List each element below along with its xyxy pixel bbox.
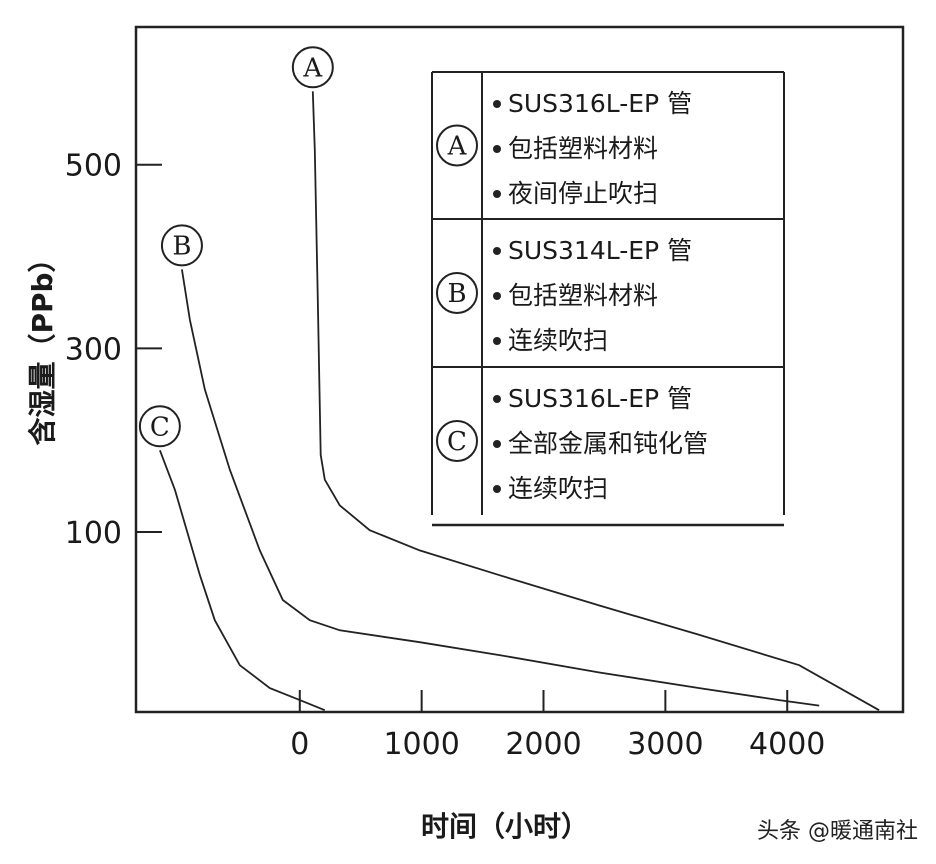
legend-entry-text: SUS316L-EP 管 <box>508 384 692 413</box>
legend-entry-text: SUS316L-EP 管 <box>508 89 692 118</box>
series-line-b <box>181 269 820 707</box>
watermark: 头条 @暖通南社 <box>757 819 918 844</box>
bullet-icon <box>493 485 501 493</box>
bullet-icon <box>493 145 501 153</box>
series-badge-label: C <box>447 427 467 457</box>
y-tick-label: 500 <box>65 149 122 184</box>
bullet-icon <box>493 440 501 448</box>
legend-entry-text: 全部金属和钝化管 <box>508 429 708 458</box>
series-badge-circle <box>436 272 478 314</box>
series-badge-circle <box>436 420 478 462</box>
series-badge-circle <box>291 46 334 89</box>
bullet-icon <box>493 337 501 345</box>
bullet-icon <box>493 247 501 255</box>
bullet-icon <box>493 190 501 198</box>
x-tick-label: 1000 <box>383 727 459 762</box>
x-tick-label: 0 <box>290 727 309 762</box>
x-tick-label: 3000 <box>627 727 703 762</box>
legend-entry-text: SUS314L-EP 管 <box>508 236 692 265</box>
bullet-icon <box>493 395 501 403</box>
series-badge-circle <box>160 224 203 267</box>
y-tick-label: 300 <box>65 332 122 367</box>
series-line-a <box>311 91 880 711</box>
legend-entry-text: 包括塑料材料 <box>508 134 658 163</box>
legend-entry-text: 连续吹扫 <box>508 474 608 503</box>
series-line-c <box>159 449 326 712</box>
bullet-icon <box>493 100 501 108</box>
y-axis-label: 含湿量（PPb） <box>26 244 59 445</box>
legend-entry-text: 连续吹扫 <box>508 326 608 355</box>
series-badge-circle <box>436 124 478 167</box>
series-badge-label: A <box>447 132 468 162</box>
series-badge-circle <box>138 405 181 448</box>
x-axis-label: 时间（小时） <box>421 810 589 843</box>
legend-entry-text: 夜间停止吹扫 <box>508 179 658 208</box>
series-badge-label: B <box>447 279 466 309</box>
x-tick-label: 2000 <box>505 727 581 762</box>
series-badge-label: B <box>172 231 191 261</box>
bullet-icon <box>493 292 501 300</box>
legend-entry-text: 包括塑料材料 <box>508 281 658 310</box>
y-tick-label: 100 <box>65 516 122 551</box>
x-tick-label: 4000 <box>749 727 825 762</box>
series-badge-label: C <box>150 412 170 442</box>
series-badge-label: A <box>302 53 323 83</box>
plot-frame <box>134 25 905 714</box>
